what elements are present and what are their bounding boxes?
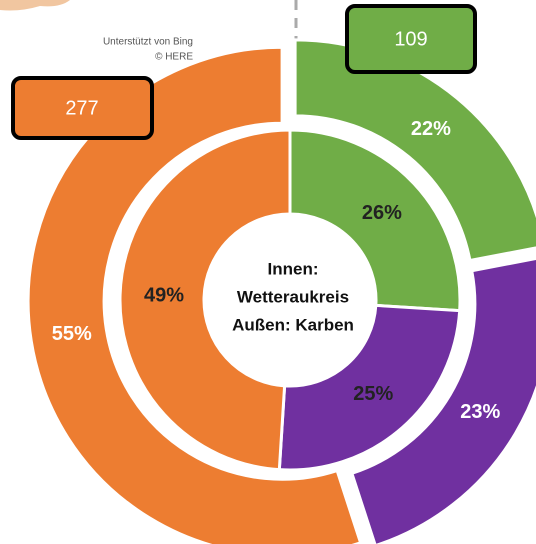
- rings: 22% 23% 55% 26% 25% 49%: [26, 38, 536, 544]
- center-hole: [204, 214, 376, 386]
- data-label: 23%: [460, 401, 500, 423]
- data-label: 26%: [362, 202, 402, 224]
- data-label: 25%: [353, 383, 393, 405]
- data-label: 49%: [144, 284, 184, 306]
- data-label: 22%: [411, 118, 451, 140]
- map-fragment: [0, 0, 70, 11]
- center-label: Wetteraukreis: [237, 287, 349, 306]
- callout-box: [11, 76, 154, 140]
- attribution: © HERE: [155, 52, 193, 63]
- data-label: 55%: [52, 323, 92, 345]
- center-label: Innen:: [268, 259, 319, 278]
- callout-label: 109: [394, 28, 427, 50]
- slice: [26, 45, 363, 544]
- center-label: Außen: Karben: [232, 315, 354, 334]
- attribution: Unterstützt von Bing: [103, 37, 193, 48]
- callout-box: [345, 4, 477, 74]
- callout-label: 277: [65, 97, 98, 119]
- slice: [350, 256, 536, 544]
